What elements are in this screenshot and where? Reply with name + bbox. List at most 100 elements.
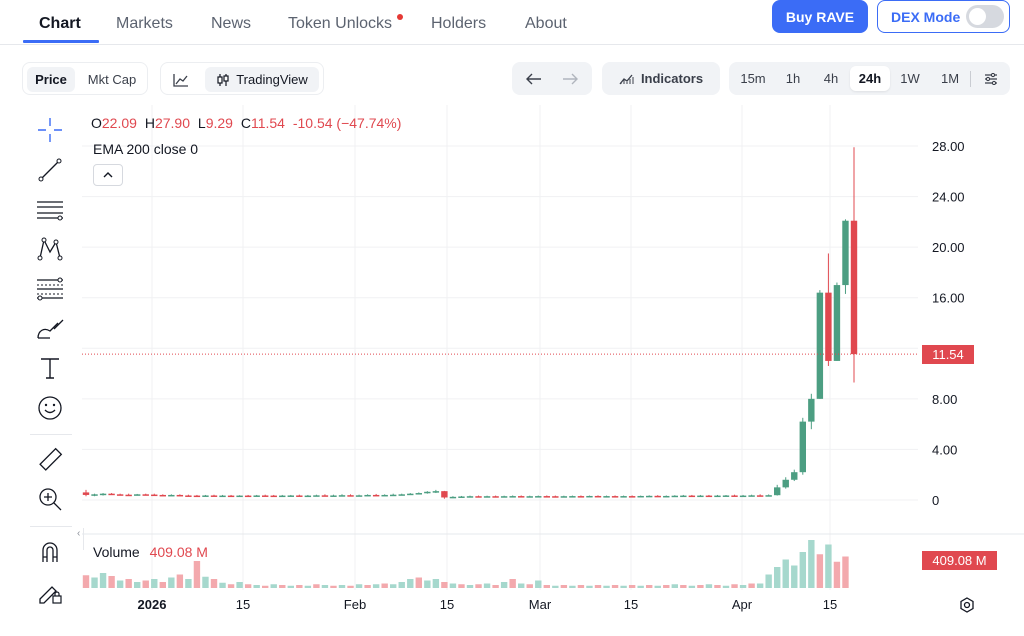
- tradingview-option[interactable]: TradingView: [205, 67, 319, 92]
- tab-chart[interactable]: Chart: [39, 15, 81, 32]
- volume-bar: [219, 582, 226, 588]
- volume-bar: [176, 574, 184, 588]
- tab-news[interactable]: News: [211, 15, 252, 32]
- timeframe-1w[interactable]: 1W: [900, 71, 920, 86]
- time-tick-label: Mar: [529, 597, 552, 612]
- collapse-legend-button[interactable]: [93, 164, 123, 186]
- timeframe-15m[interactable]: 15m: [740, 71, 766, 86]
- volume-bar: [654, 585, 661, 588]
- ruler-icon[interactable]: [36, 446, 64, 474]
- tab-markets[interactable]: Markets: [116, 15, 173, 32]
- candle-body: [500, 496, 508, 498]
- active-tab-indicator: [23, 40, 99, 43]
- indicators-label: Indicators: [640, 71, 704, 86]
- emoji-icon[interactable]: [36, 394, 64, 422]
- tab-holders[interactable]: Holders: [431, 15, 487, 32]
- time-tick-label: 15: [823, 597, 837, 612]
- candle-body: [774, 487, 781, 496]
- timeframe-1h[interactable]: 1h: [785, 71, 801, 86]
- price-tick-label: 4.00: [932, 442, 957, 457]
- volume-bar: [287, 585, 294, 588]
- candle-body: [816, 292, 824, 399]
- candle-body: [850, 220, 858, 355]
- candle-body: [731, 495, 738, 497]
- timeframe-1m[interactable]: 1M: [940, 71, 960, 86]
- volume-bar: [782, 559, 789, 588]
- chart-type-switch: TradingView: [160, 62, 324, 95]
- dex-mode-toggle[interactable]: DEX Mode: [877, 0, 1010, 33]
- zoom-in-icon[interactable]: [36, 485, 64, 513]
- magnet-icon[interactable]: [36, 538, 64, 566]
- volume-bar: [108, 576, 115, 588]
- volume-bar: [731, 584, 738, 588]
- ema-legend[interactable]: EMA 200 close 0: [93, 141, 199, 157]
- candle-body: [663, 495, 670, 498]
- price-tick-label: 8.00: [932, 392, 957, 407]
- back-arrow-icon[interactable]: [518, 66, 550, 91]
- candle-body: [151, 494, 158, 497]
- pattern-icon[interactable]: [36, 235, 64, 263]
- volume-bar: [398, 582, 405, 588]
- volume-bar: [475, 584, 482, 588]
- candle-body: [842, 220, 849, 286]
- candle-body: [338, 495, 346, 497]
- brush-icon[interactable]: [36, 315, 64, 343]
- candle-body: [134, 494, 141, 496]
- volume-bar: [296, 585, 303, 588]
- volume-bar: [560, 585, 568, 588]
- candle-body: [287, 495, 294, 497]
- price-axis: 28.00 24.00 20.00 16.00 8.00 4.00 0: [932, 139, 965, 508]
- tab-about[interactable]: About: [525, 15, 567, 32]
- line-chart-icon[interactable]: [165, 67, 197, 92]
- toggle-switch[interactable]: [966, 5, 1004, 28]
- candle-body: [569, 496, 576, 498]
- buy-button[interactable]: Buy RAVE: [772, 0, 868, 33]
- candle-body: [236, 495, 243, 498]
- volume-bar: [151, 579, 158, 588]
- volume-bar: [500, 582, 508, 588]
- time-tick-label: 15: [236, 597, 250, 612]
- fib-retracement-icon[interactable]: [36, 275, 64, 303]
- settings-sliders-icon[interactable]: [977, 66, 1005, 91]
- candle-body: [535, 496, 542, 498]
- forward-arrow-icon[interactable]: [554, 66, 586, 91]
- indicators-button[interactable]: Indicators: [602, 62, 720, 95]
- collapse-toolbar-handle[interactable]: ‹: [77, 528, 84, 550]
- time-tick-label: Feb: [344, 597, 366, 612]
- volume-bar: [603, 585, 610, 588]
- time-tick-label: 15: [440, 597, 454, 612]
- notification-dot: [397, 14, 403, 20]
- candle-body: [799, 421, 806, 473]
- candle-body: [509, 496, 516, 498]
- candle-body: [466, 496, 474, 498]
- tab-token-unlocks[interactable]: Token Unlocks: [288, 15, 393, 32]
- mktcap-option[interactable]: Mkt Cap: [87, 72, 137, 87]
- candle-body: [654, 495, 661, 498]
- text-tool-icon[interactable]: [36, 354, 64, 382]
- trend-line-icon[interactable]: [36, 156, 64, 184]
- chart-settings-gear-icon[interactable]: [958, 596, 976, 614]
- volume-bar: [236, 582, 243, 588]
- volume-bar: [449, 583, 457, 588]
- candlestick-icon: [217, 73, 229, 86]
- price-option[interactable]: Price: [27, 67, 75, 92]
- candle-body: [159, 494, 166, 497]
- price-tick-label: 28.00: [932, 139, 965, 154]
- candle-body: [680, 495, 687, 498]
- candle-body: [432, 491, 440, 493]
- indicators-control[interactable]: Indicators: [608, 66, 714, 91]
- candle-body: [449, 496, 457, 499]
- candle-body: [355, 495, 363, 497]
- lock-drawings-icon[interactable]: [36, 578, 64, 606]
- candle-body: [82, 492, 90, 495]
- candle-body: [560, 496, 568, 498]
- candle-body: [330, 495, 337, 497]
- volume-bar: [313, 584, 320, 588]
- timeframe-4h[interactable]: 4h: [823, 71, 839, 86]
- timeframe-24h[interactable]: 24h: [850, 66, 890, 91]
- crosshair-icon[interactable]: [36, 116, 64, 144]
- candle-body: [603, 496, 610, 498]
- horizontal-lines-icon[interactable]: [36, 196, 64, 224]
- volume-bar: [765, 574, 772, 588]
